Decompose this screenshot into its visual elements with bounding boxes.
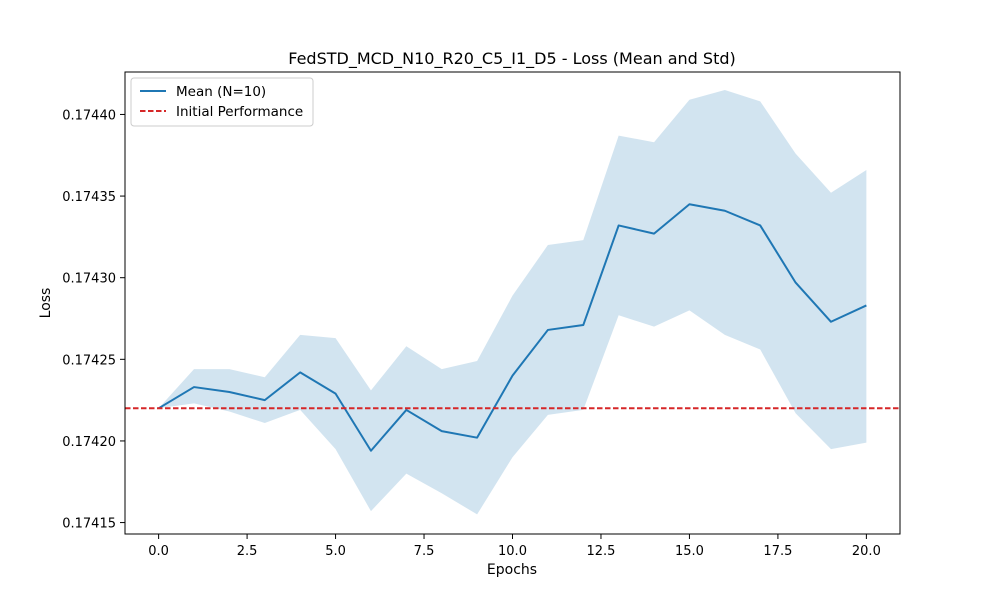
y-axis-label: Loss bbox=[38, 288, 54, 319]
legend-box bbox=[130, 77, 314, 127]
y-tick-label: 0.17415 bbox=[62, 517, 116, 532]
x-tick-label: 5.0 bbox=[325, 544, 346, 559]
y-tick-label: 0.17440 bbox=[62, 108, 116, 123]
x-tick-label: 15.0 bbox=[675, 544, 704, 559]
legend: Mean (N=10) Initial Performance bbox=[130, 77, 314, 127]
x-tick-label: 7.5 bbox=[414, 544, 435, 559]
y-axis: 0.17415 0.17420 0.17425 0.17430 0.17435 0.174… bbox=[62, 108, 125, 532]
legend-label-initial-performance: Initial Performance bbox=[176, 104, 303, 120]
y-tick-label: 0.17420 bbox=[62, 435, 116, 450]
chart-title: FedSTD_MCD_N10_R20_C5_I1_D5 - Loss (Mean… bbox=[288, 49, 736, 69]
y-tick-label: 0.17425 bbox=[62, 353, 116, 368]
y-tick-label: 0.17435 bbox=[62, 190, 116, 205]
x-tick-label: 10.0 bbox=[498, 544, 527, 559]
x-tick-label: 2.5 bbox=[237, 544, 258, 559]
mean-series-line bbox=[158, 203, 867, 452]
x-tick-label: 12.5 bbox=[586, 544, 615, 559]
x-axis-label: Epochs bbox=[487, 562, 537, 578]
x-tick-label: 20.0 bbox=[852, 544, 881, 559]
x-tick-label: 0.0 bbox=[148, 544, 169, 559]
y-tick-label: 0.17430 bbox=[62, 272, 116, 287]
legend-label-mean: Mean (N=10) bbox=[176, 84, 266, 100]
plot-area bbox=[125, 89, 900, 515]
x-axis: 0.0 2.5 5.0 7.5 10.0 12.5 15.0 17.5 20.0 bbox=[148, 534, 881, 559]
x-tick-label: 17.5 bbox=[763, 544, 792, 559]
